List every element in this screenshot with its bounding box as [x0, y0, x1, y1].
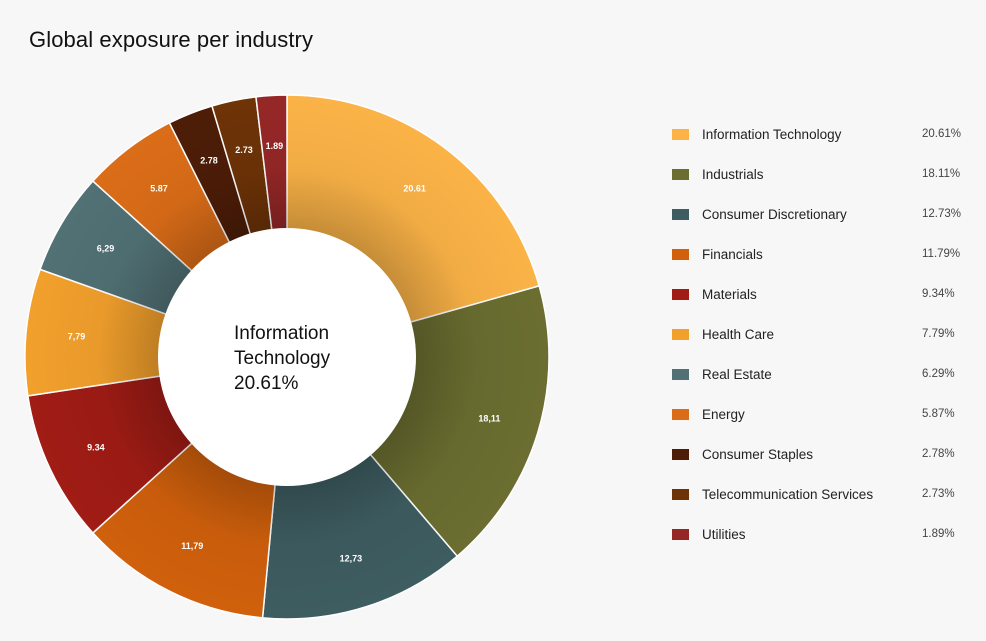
legend-swatch: [672, 408, 689, 420]
legend-label: Telecommunication Services: [702, 486, 874, 502]
legend-value: 2.73%: [922, 488, 955, 500]
legend-swatch: [672, 328, 689, 340]
legend-item[interactable]: Telecommunication Services 2.73%: [672, 474, 972, 514]
legend-item[interactable]: Real Estate 6.29%: [672, 354, 972, 394]
legend-swatch: [672, 248, 689, 260]
slice-label: 7,79: [68, 332, 86, 342]
slice-label: 1.89: [266, 141, 284, 151]
legend-label: Information Technology: [702, 126, 842, 142]
center-label-name: Information Technology: [234, 323, 331, 369]
legend-swatch: [672, 488, 689, 500]
legend-swatch: [672, 448, 689, 460]
legend-value: 2.78%: [922, 448, 955, 460]
legend-swatch: [672, 288, 689, 300]
legend-label: Consumer Discretionary: [702, 206, 847, 222]
legend-value: 1.89%: [922, 528, 955, 540]
slice-label: 18,11: [478, 413, 500, 423]
legend-item[interactable]: Energy 5.87%: [672, 394, 972, 434]
legend-item[interactable]: Utilities 1.89%: [672, 514, 972, 554]
legend-item[interactable]: Financials 11.79%: [672, 234, 972, 274]
slice-label: 5.87: [150, 184, 168, 194]
legend-label: Financials: [702, 246, 763, 262]
legend-label: Consumer Staples: [702, 446, 814, 462]
legend-label: Energy: [702, 406, 745, 422]
legend-label: Industrials: [702, 166, 764, 182]
legend-label: Health Care: [702, 326, 775, 342]
legend-swatch: [672, 128, 689, 140]
legend-label: Real Estate: [702, 366, 772, 382]
legend-value: 20.61%: [922, 128, 962, 140]
legend: Information Technology 20.61% Industrials 1…: [672, 114, 972, 554]
slice-label: 20.61: [403, 183, 426, 193]
slice-label: 2.78: [200, 155, 218, 165]
center-label: Information Technology 20.61%: [234, 321, 354, 396]
legend-value: 9.34%: [922, 288, 955, 300]
donut-hole: [158, 228, 416, 486]
legend-value: 11.79%: [922, 248, 961, 260]
legend-item[interactable]: Consumer Staples 2.78%: [672, 434, 972, 474]
slice-label: 2.73: [235, 145, 253, 155]
slice-labels-group: 20.61 18,11 12,73 11,79 9.34 7,79 6,29 5.87 2.78…: [68, 141, 501, 564]
legend-label: Materials: [702, 286, 757, 302]
chart-title: Global exposure per industry: [29, 27, 314, 52]
legend-item[interactable]: Industrials 18.11%: [672, 154, 972, 194]
slice-label: 11,79: [181, 541, 203, 551]
legend-item[interactable]: Consumer Discretionary 12.73%: [672, 194, 972, 234]
legend-value: 12.73%: [922, 208, 962, 220]
legend-value: 5.87%: [922, 408, 955, 420]
legend-swatch: [672, 368, 689, 380]
legend-label: Utilities: [702, 526, 746, 542]
legend-value: 6.29%: [922, 368, 955, 380]
legend-value: 7.79%: [922, 328, 955, 340]
legend-swatch: [672, 168, 689, 180]
legend-item[interactable]: Materials 9.34%: [672, 274, 972, 314]
slice-label: 6,29: [97, 244, 115, 254]
legend-item[interactable]: Information Technology 20.61%: [672, 114, 972, 154]
legend-swatch: [672, 528, 689, 540]
slice-label: 12,73: [340, 554, 363, 564]
legend-item[interactable]: Health Care 7.79%: [672, 314, 972, 354]
legend-value: 18.11%: [922, 168, 961, 180]
legend-swatch: [672, 208, 689, 220]
slice-label: 9.34: [87, 443, 105, 453]
center-label-value: 20.61%: [234, 373, 299, 394]
